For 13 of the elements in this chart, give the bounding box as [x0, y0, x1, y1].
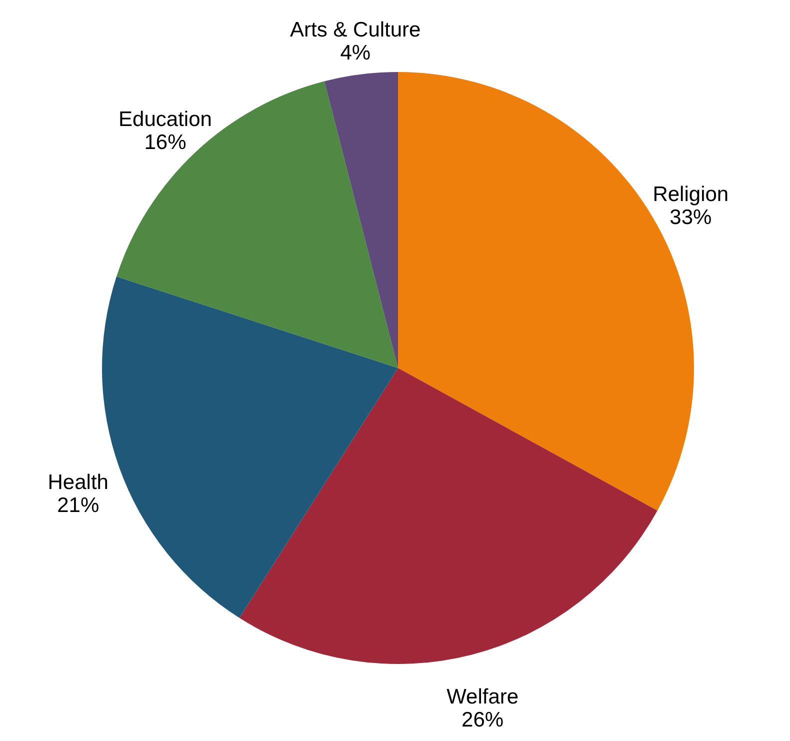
data-label: 16%: [144, 131, 186, 154]
slice-label: Arts & Culture: [290, 18, 421, 42]
slice-label: Health: [48, 471, 108, 494]
data-label: 33%: [670, 206, 712, 229]
pie-slice: [239, 368, 658, 664]
pie-slice: [116, 81, 398, 368]
slice-label: Education: [118, 108, 212, 132]
slice-label: Welfare: [446, 685, 519, 708]
slice-label: Religion: [652, 182, 729, 206]
pie-slice: [324, 72, 398, 368]
data-label: 26%: [462, 708, 504, 732]
data-label: 4%: [340, 42, 371, 65]
data-label: 21%: [57, 494, 100, 518]
